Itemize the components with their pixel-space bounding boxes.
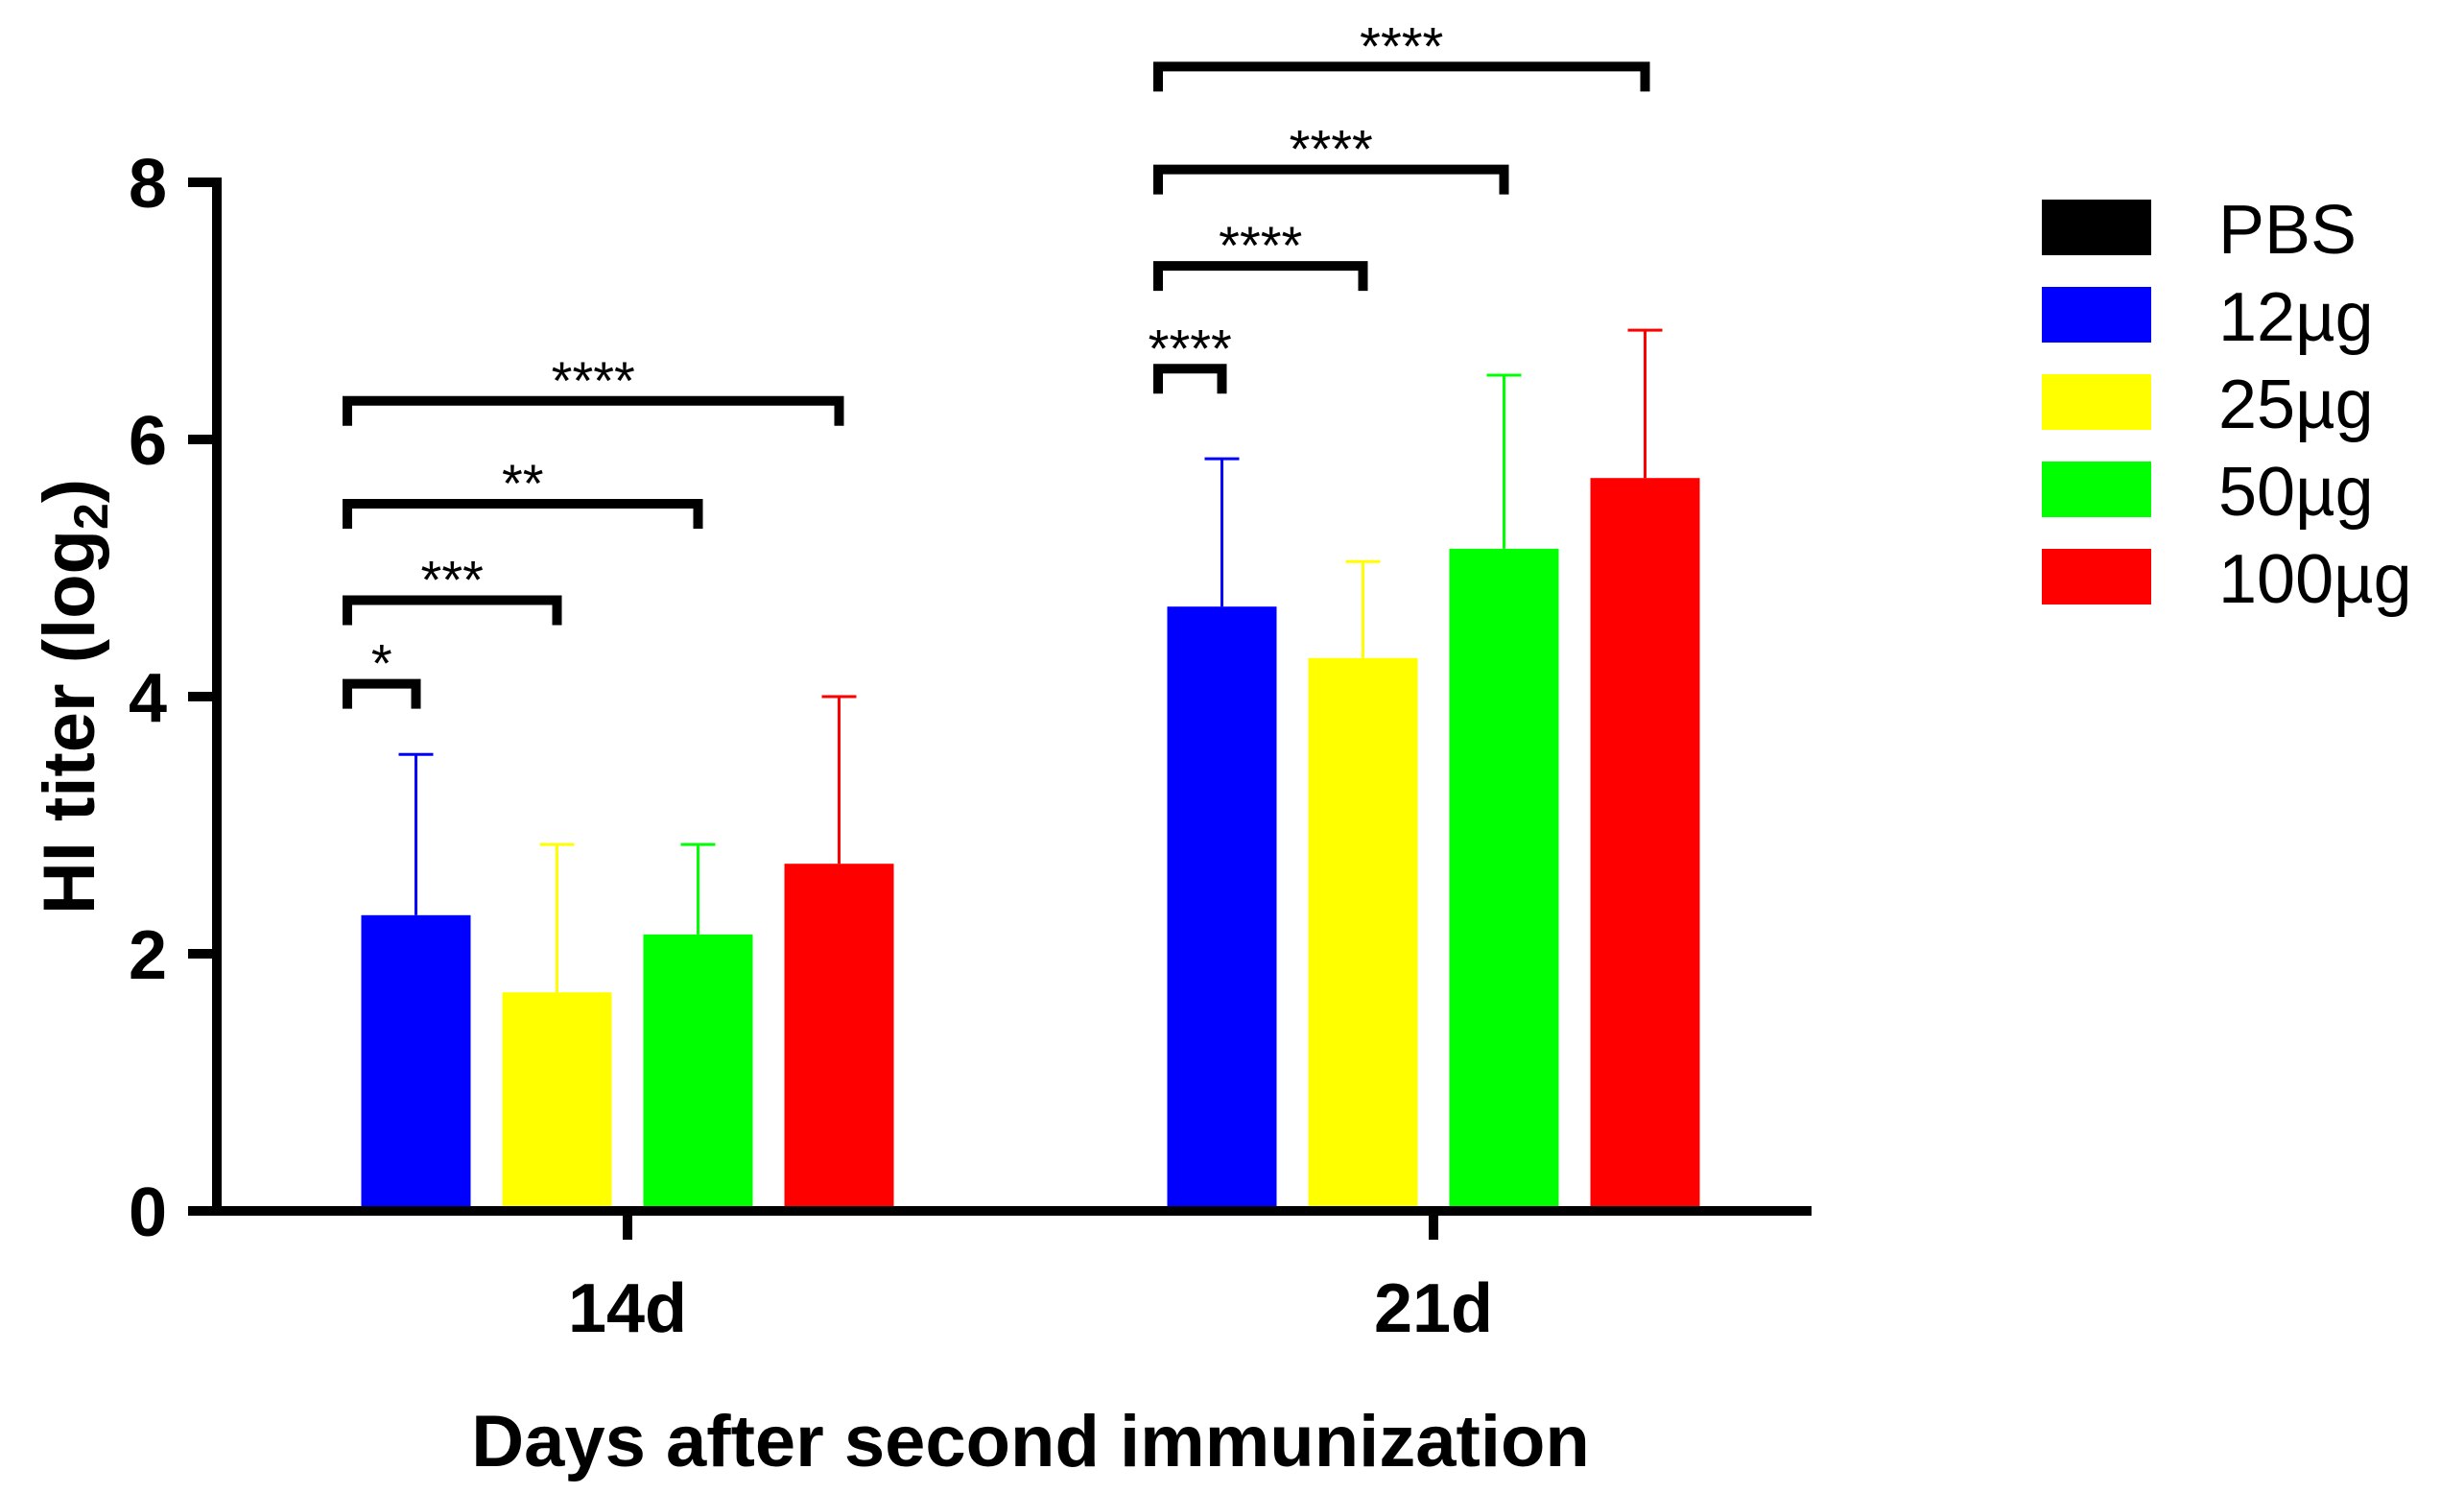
- y-tick-label-0: 0: [129, 1174, 167, 1251]
- x-tick-label-14d: 14d: [568, 1270, 687, 1347]
- y-tick-label-2: 2: [129, 917, 167, 994]
- significance-bracket-14d-25-g: ***: [343, 550, 562, 626]
- y-ticks: 0 2 4 6 8: [129, 146, 217, 1251]
- legend-swatch: [2042, 462, 2151, 517]
- legend-swatch: [2042, 200, 2151, 255]
- y-axis-title-subscript: 2: [64, 503, 118, 530]
- significance-label: ***: [421, 550, 484, 610]
- error-bar-12-g-21d: [1204, 457, 1240, 607]
- error-bar-50-g-14d: [680, 842, 716, 935]
- bar-12-g-14d: [361, 914, 471, 1211]
- y-axis-title-main: HI titer (log: [29, 530, 110, 914]
- bracket-line: [1153, 61, 1650, 92]
- legend-swatch: [2042, 287, 2151, 343]
- error-bar-100-g-14d: [821, 695, 857, 865]
- legend-item-12-g: 12µg: [2042, 279, 2374, 356]
- legend-item-100-g: 100µg: [2042, 541, 2412, 618]
- bracket-line: [1153, 261, 1368, 292]
- x-ticks: 14d 21d: [568, 1211, 1493, 1347]
- significance-brackets: **************************: [343, 15, 1650, 709]
- significance-label: *: [371, 633, 392, 694]
- y-axis-title: HI titer (log2): [29, 479, 118, 914]
- legend-label: PBS: [2218, 192, 2357, 269]
- bar-25-g-21d: [1308, 657, 1418, 1211]
- y-axis-title-close: ): [29, 479, 110, 503]
- legend-swatch: [2042, 374, 2151, 430]
- y-tick-label-8: 8: [129, 146, 167, 223]
- error-bar-25-g-14d: [539, 842, 575, 993]
- legend-label: 25µg: [2218, 367, 2374, 443]
- bracket-line: [1153, 164, 1509, 195]
- significance-bracket-14d-50-g: **: [343, 453, 703, 529]
- legend-item-50-g: 50µg: [2042, 454, 2374, 531]
- bracket-line: [343, 499, 703, 529]
- bar-12-g-21d: [1167, 606, 1277, 1211]
- bracket-line: [343, 678, 421, 709]
- error-bar-25-g-21d: [1345, 559, 1381, 658]
- bracket-line: [343, 595, 562, 626]
- bracket-line: [343, 395, 844, 426]
- bracket-line: [1153, 364, 1227, 394]
- bars: [361, 478, 1700, 1211]
- significance-label: ****: [1290, 119, 1373, 179]
- significance-bracket-14d-100-g: ****: [343, 350, 844, 426]
- significance-bracket-21d-12-g: ****: [1149, 318, 1232, 394]
- legend-item-25-g: 25µg: [2042, 367, 2374, 443]
- significance-bracket-14d-12-g: *: [343, 633, 421, 709]
- significance-bracket-21d-50-g: ****: [1153, 119, 1509, 195]
- legend: PBS 12µg 25µg 50µg 100µg: [2042, 192, 2412, 618]
- legend-label: 50µg: [2218, 454, 2374, 531]
- legend-label: 12µg: [2218, 279, 2374, 356]
- x-axis-title: Days after second immunization: [471, 1401, 1590, 1482]
- significance-label: ****: [1149, 318, 1232, 378]
- error-bar-100-g-21d: [1627, 328, 1663, 479]
- legend-label: 100µg: [2218, 541, 2412, 618]
- significance-bracket-21d-25-g: ****: [1153, 215, 1368, 292]
- error-bar-50-g-21d: [1486, 373, 1522, 549]
- significance-label: **: [502, 453, 544, 513]
- bar-25-g-14d: [502, 992, 612, 1211]
- x-tick-label-21d: 21d: [1374, 1270, 1493, 1347]
- bar-50-g-21d: [1449, 548, 1559, 1211]
- legend-swatch: [2042, 549, 2151, 604]
- significance-label: ****: [1219, 215, 1302, 275]
- significance-label: ****: [1360, 15, 1443, 76]
- error-bar-12-g-14d: [398, 752, 434, 915]
- bar-50-g-14d: [643, 934, 753, 1211]
- significance-label: ****: [552, 350, 635, 411]
- bar-100-g-14d: [784, 864, 894, 1211]
- y-tick-label-4: 4: [129, 660, 167, 737]
- y-tick-label-6: 6: [129, 403, 167, 480]
- legend-item-pbs: PBS: [2042, 192, 2357, 269]
- error-bars: [398, 328, 1663, 993]
- significance-bracket-21d-100-g: ****: [1153, 15, 1650, 92]
- bar-100-g-21d: [1590, 478, 1700, 1211]
